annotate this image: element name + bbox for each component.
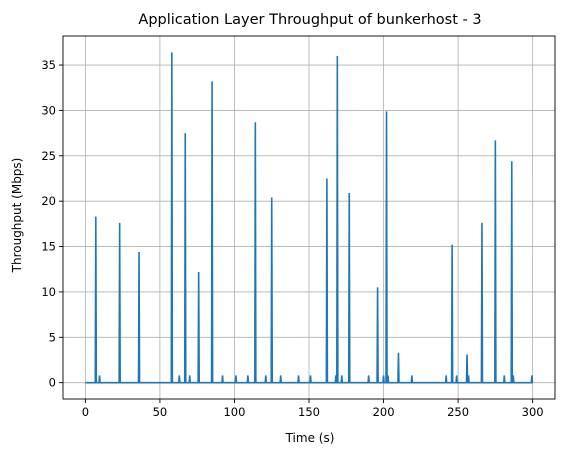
x-tick-label: 0 <box>82 405 89 419</box>
y-tick-label: 5 <box>49 330 56 344</box>
y-tick-label: 25 <box>41 149 56 163</box>
x-tick-label: 300 <box>522 405 544 419</box>
y-tick-label: 10 <box>41 285 56 299</box>
x-tick-label: 50 <box>153 405 168 419</box>
y-axis-ticks: 0 5 10 15 20 25 30 35 <box>41 58 63 390</box>
x-tick-label: 150 <box>298 405 320 419</box>
y-tick-label: 0 <box>49 376 56 390</box>
x-tick-label: 250 <box>447 405 469 419</box>
x-axis-ticks: 0 50 100 150 200 250 300 <box>82 399 544 419</box>
y-tick-label: 20 <box>41 194 56 208</box>
y-tick-label: 15 <box>41 240 56 254</box>
chart-title: Application Layer Throughput of bunkerho… <box>138 12 481 28</box>
y-axis-label: Throughput (Mbps) <box>10 158 24 274</box>
x-tick-label: 200 <box>373 405 395 419</box>
x-axis-label: Time (s) <box>285 431 335 445</box>
y-tick-label: 35 <box>41 58 56 72</box>
y-tick-label: 30 <box>41 103 56 117</box>
x-tick-label: 100 <box>223 405 245 419</box>
series-layer <box>85 52 534 384</box>
grid <box>63 36 555 399</box>
throughput-series-line <box>85 52 534 384</box>
